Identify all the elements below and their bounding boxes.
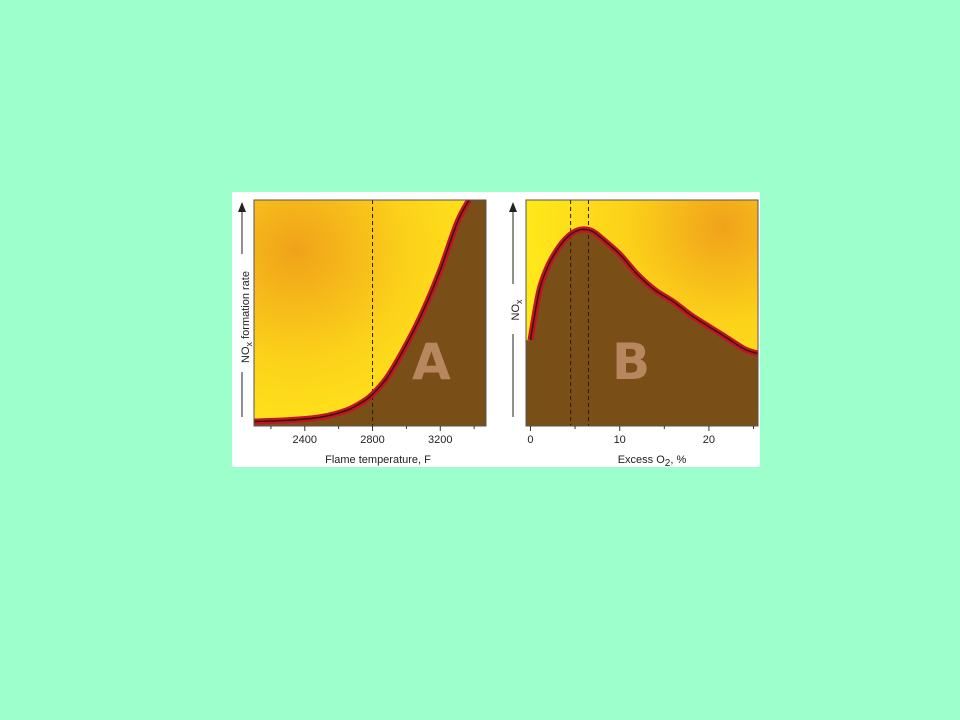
- panel-a-frame: [253, 199, 487, 427]
- panel-b-curve: [529, 228, 758, 355]
- panel-b-y-label-main: NO: [510, 304, 522, 321]
- x-tick-label: 2800: [360, 434, 384, 446]
- panel-a-y-label-rest: formation rate: [240, 271, 252, 342]
- panel-b-y-arrowhead: [509, 202, 517, 212]
- panel-b-x-label-post: , %: [670, 454, 686, 466]
- panel-b-y-label-sub: x: [514, 299, 524, 304]
- x-tick-label: 2400: [293, 434, 317, 446]
- panel-a-curve: [254, 200, 470, 423]
- panel-a-y-arrowhead: [238, 202, 246, 212]
- panel-b: B 0 10 20 Excess O2, % NOx: [509, 199, 759, 467]
- x-tick-label: 10: [614, 434, 626, 446]
- figure: A 2400 2800 3200 Flame temperature, F NOx …: [232, 192, 760, 467]
- panel-b-x-ticks: 0 10 20: [527, 426, 755, 446]
- panel-b-x-label-pre: Excess O: [618, 454, 666, 466]
- x-tick-label: 20: [703, 434, 715, 446]
- panel-b-x-label-sub: 2: [665, 458, 671, 467]
- svg-text:NOx formation rate: NOx formation rate: [240, 271, 254, 363]
- panel-b-frame: [525, 199, 759, 427]
- x-tick-label: 0: [527, 434, 533, 446]
- svg-text:NOx: NOx: [510, 299, 524, 321]
- panel-a-x-axis-label: Flame temperature, F: [325, 454, 431, 466]
- panel-b-letter: B: [612, 333, 650, 391]
- panel-a: A 2400 2800 3200 Flame temperature, F NOx …: [238, 199, 487, 466]
- panel-a-y-axis-label: NOx formation rate: [240, 271, 254, 363]
- panel-a-letter: A: [412, 333, 451, 391]
- chart-svg: A 2400 2800 3200 Flame temperature, F NOx …: [238, 199, 759, 467]
- panel-b-y-axis-label: NOx: [510, 299, 524, 321]
- panel-a-y-label-main: NO: [240, 346, 252, 363]
- x-tick-label: 3200: [428, 434, 452, 446]
- panel-a-x-ticks: 2400 2800 3200: [270, 426, 475, 446]
- panel-a-area: [254, 200, 486, 426]
- panel-b-area: [526, 229, 758, 426]
- panel-b-x-axis-label: Excess O2, %: [618, 454, 687, 467]
- panel-a-y-label-sub: x: [244, 341, 254, 346]
